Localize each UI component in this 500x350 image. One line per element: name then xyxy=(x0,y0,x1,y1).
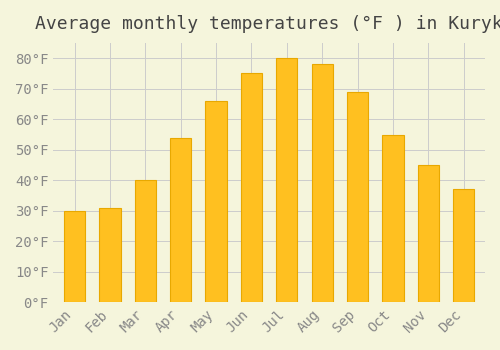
Bar xyxy=(64,211,85,302)
Bar xyxy=(312,64,333,302)
Bar xyxy=(134,180,156,302)
Bar xyxy=(100,208,120,302)
Title: Average monthly temperatures (°F ) in Kuryk: Average monthly temperatures (°F ) in Ku… xyxy=(36,15,500,33)
Bar xyxy=(453,189,474,302)
Bar xyxy=(241,74,262,302)
Bar xyxy=(276,58,297,302)
Bar xyxy=(170,138,192,302)
Bar xyxy=(347,92,368,302)
Bar xyxy=(382,134,404,302)
Bar xyxy=(418,165,439,302)
Bar xyxy=(206,101,227,302)
